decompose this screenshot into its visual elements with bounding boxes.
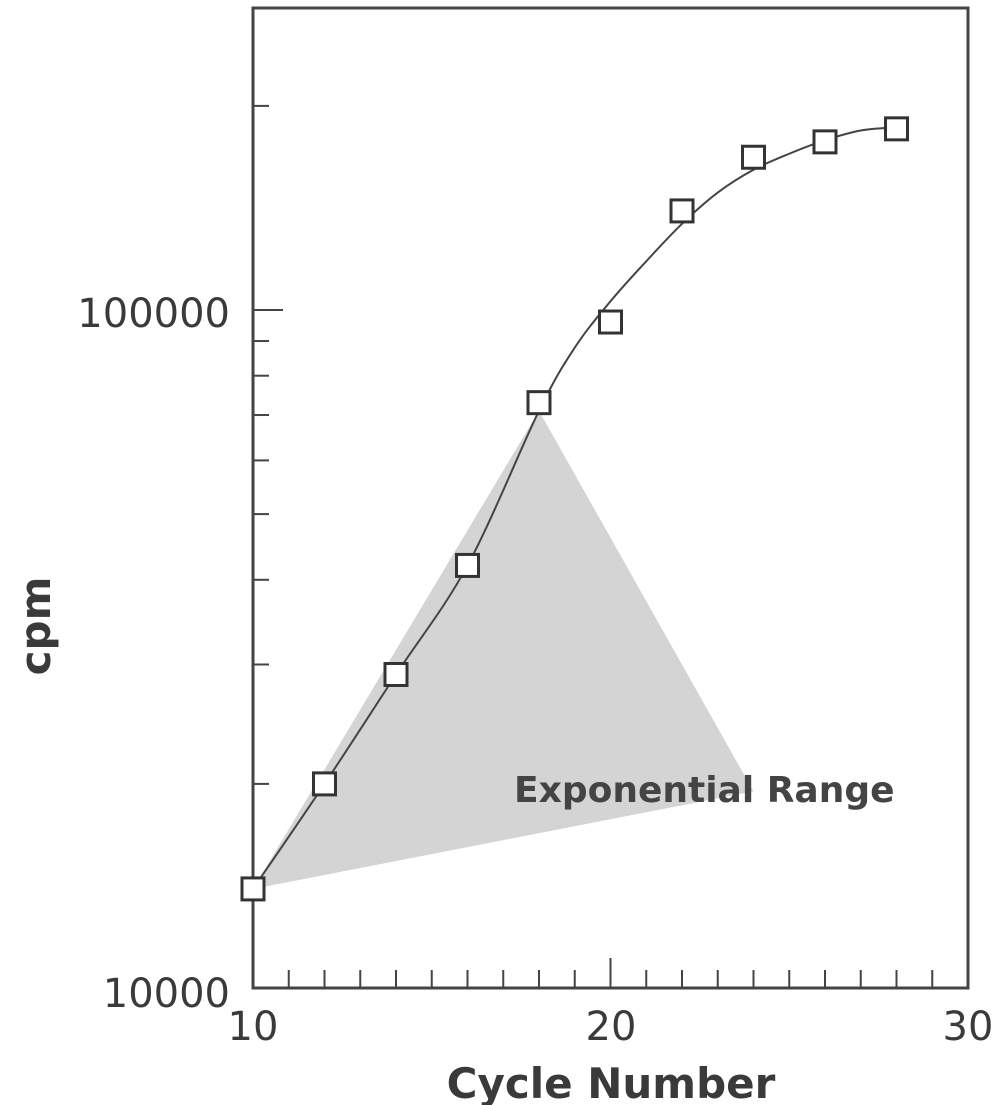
data-point — [741, 144, 766, 170]
x-axis-title: Cycle Number — [447, 1059, 776, 1105]
data-points — [240, 116, 909, 902]
data-point — [669, 198, 695, 224]
x-tick-label-30: 30 — [943, 1004, 994, 1050]
exponential-range-label: Exponential Range — [514, 770, 895, 811]
data-point — [526, 390, 552, 416]
data-point — [455, 552, 480, 578]
data-point — [240, 876, 266, 902]
x-tick-label-10: 10 — [228, 1004, 279, 1050]
y-tick-label-100000: 100000 — [77, 291, 230, 337]
exponential-range-shading — [253, 410, 754, 889]
x-tick-label-20: 20 — [586, 1004, 637, 1050]
axes — [251, 6, 970, 990]
data-point — [312, 771, 337, 797]
shaded-triangle — [253, 410, 754, 889]
data-point — [383, 661, 409, 687]
data-point — [598, 309, 623, 335]
y-axis-title: cpm — [11, 577, 60, 676]
data-point — [884, 116, 909, 142]
data-point — [812, 129, 838, 155]
y-tick-label-10000: 10000 — [103, 971, 230, 1017]
